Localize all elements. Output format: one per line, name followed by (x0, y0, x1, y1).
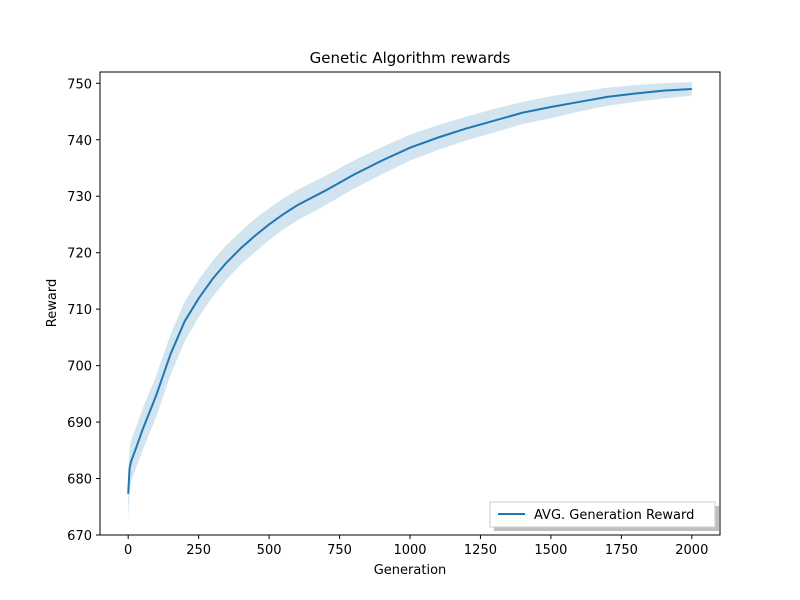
y-tick-label: 680 (67, 473, 92, 488)
y-tick-label: 690 (67, 416, 92, 431)
plot-area (127, 82, 692, 519)
y-axis: 670 680 690 700 710 720 730 740 750 (67, 77, 100, 544)
y-tick-label: 710 (67, 303, 92, 318)
x-tick-label: 1000 (393, 543, 426, 558)
y-axis-label: Reward (45, 279, 60, 327)
legend-label-avg-generation-reward: AVG. Generation Reward (534, 508, 694, 523)
x-tick-label: 250 (186, 543, 211, 558)
y-tick-label: 700 (67, 360, 92, 375)
y-tick-label: 740 (67, 134, 92, 149)
y-tick-label: 670 (67, 529, 92, 544)
x-tick-label: 2000 (675, 543, 708, 558)
x-tick-label: 750 (327, 543, 352, 558)
x-axis-label: Generation (374, 563, 447, 578)
y-tick-label: 720 (67, 247, 92, 262)
x-axis: 0 250 500 750 1000 1250 1500 1750 2000 (124, 535, 708, 558)
y-tick-label: 730 (67, 190, 92, 205)
x-tick-label: 1250 (464, 543, 497, 558)
legend-box (489, 501, 716, 528)
chart-title: Genetic Algorithm rewards (310, 49, 511, 67)
x-tick-label: 1750 (605, 543, 638, 558)
x-tick-label: 0 (124, 543, 132, 558)
x-tick-label: 1500 (534, 543, 567, 558)
legend: AVG. Generation Reward (489, 501, 719, 531)
x-tick-label: 500 (257, 543, 282, 558)
y-tick-label: 750 (67, 77, 92, 92)
series-line-avg-generation-reward (127, 87, 692, 494)
